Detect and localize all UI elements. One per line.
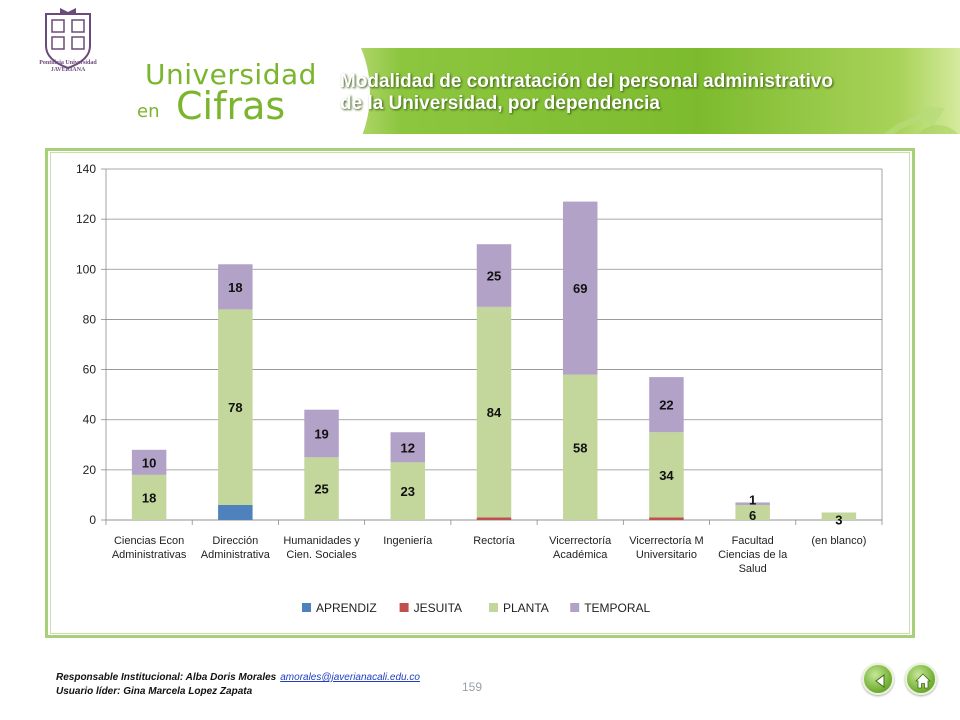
y-tick-label: 0 (89, 513, 96, 527)
bar-planta (131, 474, 167, 520)
header-banner (0, 48, 960, 134)
data-label: 25 (487, 269, 501, 284)
legend-entry-planta: PLANTA (503, 601, 549, 615)
home-icon (915, 673, 931, 689)
data-label: 69 (573, 281, 587, 296)
bar-planta (649, 432, 684, 518)
footer-responsable-label: Responsable Institucional: Alba Doris Mo… (56, 672, 277, 683)
chart-frame-inner (50, 152, 910, 634)
data-label: 23 (401, 484, 415, 499)
chart-frame (45, 148, 915, 638)
bar-planta (735, 504, 770, 520)
crest-label-line1: Pontificia Universidad (39, 60, 97, 66)
brand-en: en (137, 101, 160, 122)
x-tick-label: Facultad Ciencias de la Salud (718, 535, 788, 575)
bar-temporal (218, 264, 253, 310)
data-label: 6 (749, 508, 756, 523)
legend-entry-jesuita: JESUITA (414, 601, 462, 615)
data-label: 34 (659, 468, 674, 483)
legend-entry-aprendiz: APRENDIZ (316, 601, 377, 615)
data-label: 1 (749, 492, 756, 507)
footer-email-link[interactable]: amorales@javerianacali.edu.co (280, 672, 420, 683)
bar-planta (562, 374, 598, 520)
university-crest-icon (45, 8, 91, 70)
x-tick-label: Rectoría (473, 535, 515, 547)
home-button[interactable] (905, 663, 937, 695)
bar-temporal (131, 449, 167, 475)
data-label: 25 (314, 482, 328, 497)
stacked-bar-chart: 0 20 40 60 80 100 120 140 Ciencias Econ Administr… (76, 162, 883, 615)
bar-temporal (735, 502, 770, 505)
data-label: 58 (573, 440, 587, 455)
y-tick-label: 60 (83, 363, 97, 377)
page-title-line2: de la Universidad, por dependencia (340, 93, 660, 114)
bar-temporal (476, 244, 512, 307)
bar-planta (304, 457, 339, 520)
crest-label: Pontificia Universidad JAVERIANA (36, 60, 100, 74)
bar-jesuita (476, 517, 512, 520)
legend-swatch-jesuita (399, 603, 409, 612)
brand-cifras: Cifras (176, 84, 286, 128)
back-button[interactable] (862, 663, 894, 695)
crest-label-line2: JAVERIANA (50, 67, 86, 73)
bar-aprendiz (218, 504, 253, 520)
footer-usuario: Usuario líder: Gina Marcela Lopez Zapata (56, 686, 253, 697)
data-label: 22 (659, 398, 673, 413)
brand-universidad: Universidad (145, 58, 317, 91)
bar-temporal (562, 201, 598, 375)
data-label: 84 (487, 405, 502, 420)
back-arrow-icon (875, 674, 885, 688)
data-label: 10 (142, 455, 156, 470)
x-tick-label: Vicerrectoría Académica (549, 535, 612, 561)
legend-swatch-planta (489, 603, 498, 612)
page-number: 159 (462, 680, 483, 694)
data-label: 78 (228, 400, 242, 415)
data-label: 18 (142, 490, 156, 505)
page-title: Modalidad de contratación del personal a… (340, 71, 920, 115)
x-tick-label: (en blanco) (811, 535, 866, 547)
y-tick-label: 140 (76, 162, 96, 176)
bar-temporal (304, 409, 339, 458)
bar-jesuita (649, 517, 684, 520)
data-label: 3 (835, 512, 842, 527)
x-tick-label: Vicerrectoría M Universitario (629, 535, 703, 561)
legend-entry-temporal: TEMPORAL (584, 601, 650, 615)
x-tick-label: Dirección Administrativa (201, 535, 271, 561)
bar-temporal (390, 432, 426, 463)
growth-arrow-icon (883, 106, 958, 134)
y-tick-label: 120 (76, 212, 96, 226)
data-label: 12 (401, 440, 415, 455)
y-tick-label: 80 (83, 312, 97, 326)
bar-planta (821, 512, 857, 520)
bar-planta (476, 306, 512, 518)
y-tick-label: 100 (76, 262, 96, 276)
banner-white-wave (250, 48, 370, 134)
x-tick-label: Ciencias Econ Administrativas (112, 535, 187, 561)
legend-swatch-temporal (570, 603, 580, 612)
data-label: 18 (228, 280, 242, 295)
y-tick-label: 40 (83, 413, 97, 427)
legend-swatch-aprendiz (302, 603, 311, 612)
bar-planta (390, 462, 426, 520)
page-title-line1: Modalidad de contratación del personal a… (340, 71, 834, 92)
bar-temporal (649, 377, 684, 433)
x-tick-label: Ingeniería (383, 535, 433, 547)
data-label: 19 (314, 427, 328, 442)
x-tick-label: Humanidades y Cien. Sociales (283, 535, 360, 561)
y-tick-label: 20 (83, 463, 97, 477)
footer-responsable: Responsable Institucional: Alba Doris Mo… (56, 672, 420, 683)
bar-planta (218, 309, 253, 505)
